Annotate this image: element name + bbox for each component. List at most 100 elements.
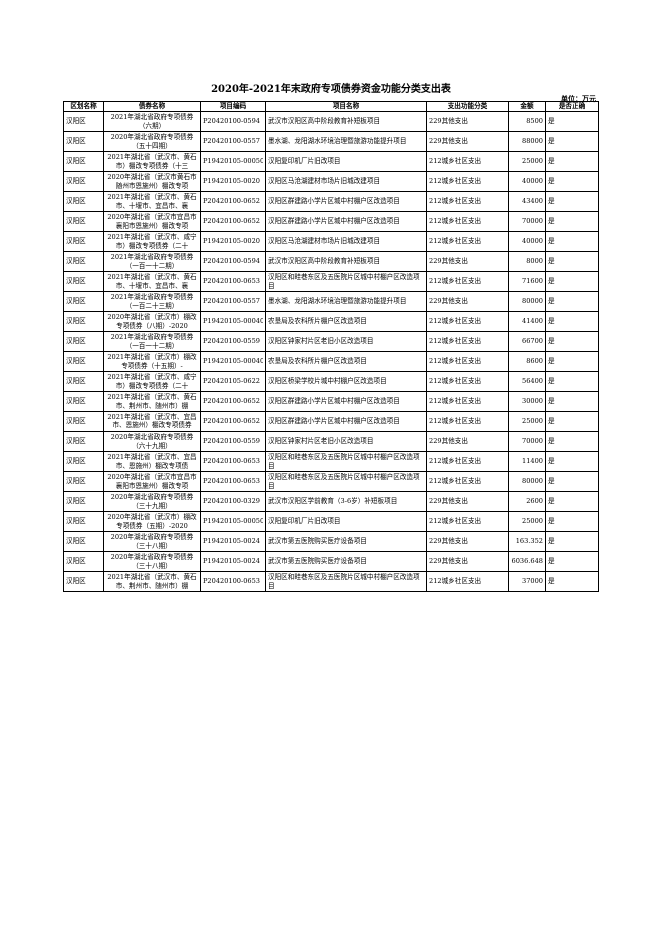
table: 区划名称 债券名称 项目编码 项目名称 支出功能分类 金额 是否正确 汉阳区 2021年湖北省… (63, 101, 599, 592)
cell-text: 229其他支出 (429, 437, 468, 446)
table-row: 汉阳区 2021年湖北省（武汉市、咸宁市）棚改专项债券（二十 P19420105-0… (63, 231, 599, 252)
table-cell: 229其他支出 (426, 431, 509, 452)
table-cell: 汉阳区 (63, 351, 104, 372)
table-cell: 是 (545, 451, 599, 472)
cell-text: 汉阳区钟家村片区老旧小区改造项目 (268, 437, 374, 446)
cell-text: 11400 (522, 457, 543, 466)
cell-text: P19420105-0024 (203, 557, 261, 566)
cell-text: P20420100-0557 (203, 137, 261, 146)
table-row: 汉阳区 2020年湖北省（武汉市宜昌市襄阳市恩施州）棚改专项 P20420100-0… (63, 211, 599, 232)
table-cell: P20420100-0653 (200, 471, 266, 492)
cell-text: 212城乡社区支出 (429, 197, 482, 206)
cell-text: 是 (548, 357, 555, 366)
cell-text: 8600 (526, 357, 543, 366)
table-cell: 是 (545, 491, 599, 512)
cell-text: 是 (548, 237, 555, 246)
cell-text: 2021年湖北省（武汉市、咸宁市）棚改专项债券（二十 (107, 373, 197, 390)
cell-text: 212城乡社区支出 (429, 217, 482, 226)
cell-text: 212城乡社区支出 (429, 157, 482, 166)
table-cell: 229其他支出 (426, 531, 509, 552)
cell-text: 汉阳区 (66, 257, 86, 266)
cell-text: 汉阳区和畦巷东区及五医院片区城中村棚户区改造项目 (268, 573, 420, 590)
table-cell: 是 (545, 411, 599, 432)
table-cell: 212城乡社区支出 (426, 511, 509, 532)
table-cell: P19420105-000501 (200, 151, 266, 172)
cell-text: 25000 (522, 417, 543, 426)
cell-text: 汉阳区和畦巷东区及五医院片区城中村棚户区改造项目 (268, 473, 420, 490)
cell-text: 汉阳区 (66, 557, 86, 566)
cell-text: 2021年湖北省（武汉市）棚改专项债券（十五期）- (107, 353, 197, 370)
cell-text: 汉阳区 (66, 357, 86, 366)
table-cell: 是 (545, 431, 599, 452)
table-cell: 2020年湖北省政府专项债券（六十九期） (103, 431, 201, 452)
table-cell: 汉阳复印机厂片旧改项目 (265, 151, 427, 172)
table-cell: P20420100-0559 (200, 331, 266, 352)
cell-text: 汉阳区 (66, 177, 86, 186)
table-cell: 2600 (508, 491, 546, 512)
cell-text: 农垦局及农科所片棚户区改造项目 (268, 317, 367, 326)
cell-text: 2021年湖北省（武汉市、黄石市、荆州市、随州市）棚 (107, 393, 197, 410)
table-cell: 80000 (508, 471, 546, 492)
table-cell: 农垦局及农科所片棚户区改造项目 (265, 311, 427, 332)
table-cell: 212城乡社区支出 (426, 391, 509, 412)
table-cell: P20420100-0594 (200, 111, 266, 132)
table-cell: 2021年湖北省政府专项债券（一百一十二期） (103, 331, 201, 352)
table-cell: P20420100-0652 (200, 211, 266, 232)
table-cell: P19420105-000401 (200, 311, 266, 332)
cell-text: 汉阳区 (66, 117, 86, 126)
cell-text: 是 (548, 537, 555, 546)
cell-text: 2021年湖北省政府专项债券（一百一十二期） (110, 253, 194, 270)
table-cell: 汉阳区 (63, 451, 104, 472)
cell-text: 25000 (522, 517, 543, 526)
table-row: 汉阳区 2021年湖北省政府专项债券（一百二十三期） P20420100-0557 墨… (63, 291, 599, 312)
table-row: 汉阳区 2021年湖北省（武汉市、宜昌市、恩施州）棚改专项债券（十四 P204201… (63, 411, 599, 432)
cell-text: 农垦局及农科所片棚户区改造项目 (268, 357, 367, 366)
cell-text: 80000 (522, 477, 543, 486)
table-cell: P19420105-0020 (200, 171, 266, 192)
cell-text: 2600 (526, 497, 543, 506)
cell-text: 汉阳区 (66, 417, 86, 426)
cell-text: 212城乡社区支出 (429, 517, 482, 526)
table-cell: 汉阳区 (63, 131, 104, 152)
cell-text: 2021年湖北省（武汉市、黄石市）棚改专项债券（十三 (107, 153, 197, 170)
table-cell: 汉阳区 (63, 371, 104, 392)
table-row: 汉阳区 2021年湖北省（武汉市、黄石市、十堰市、宜昌市、襄 P20420100-0… (63, 191, 599, 212)
table-cell: 212城乡社区支出 (426, 371, 509, 392)
table-cell: 40000 (508, 231, 546, 252)
table-cell: 212城乡社区支出 (426, 451, 509, 472)
table-cell: P19420105-0024 (200, 531, 266, 552)
cell-text: 37000 (522, 577, 543, 586)
table-cell: 汉阳区 (63, 471, 104, 492)
cell-text: 70000 (522, 437, 543, 446)
cell-text: 8500 (526, 117, 543, 126)
cell-text: 汉阳区马沧湖建材市场片旧城改建项目 (268, 237, 381, 246)
table-cell: 70000 (508, 431, 546, 452)
table-cell: 是 (545, 191, 599, 212)
table-cell: 汉阳区群建路小学片区城中村棚户区改造项目 (265, 211, 427, 232)
table-row: 汉阳区 2021年湖北省（武汉市、黄石市、荆州市、随州市）棚 P20420100-0… (63, 571, 599, 592)
cell-text: 2021年湖北省政府专项债券（一百一十二期） (110, 333, 194, 350)
table-cell: 2021年湖北省（武汉市、宜昌市、恩施州）棚改专项债券（十四 (103, 411, 201, 432)
table-cell: 汉阳区 (63, 571, 104, 592)
table-cell: 66700 (508, 331, 546, 352)
table-cell: 212城乡社区支出 (426, 191, 509, 212)
table-cell: 229其他支出 (426, 251, 509, 272)
table-cell: 是 (545, 391, 599, 412)
cell-text: 229其他支出 (429, 537, 468, 546)
table-cell: 是 (545, 251, 599, 272)
cell-text: P19420105-0024 (203, 537, 261, 546)
table-cell: 汉阳区 (63, 231, 104, 252)
table-cell: 2020年湖北省政府专项债券（三十九期） (103, 491, 201, 512)
table-cell: 汉阳区群建路小学片区城中村棚户区改造项目 (265, 191, 427, 212)
header-row: 区划名称 债券名称 项目编码 项目名称 支出功能分类 金额 是否正确 (63, 101, 599, 112)
cell-text: 武汉市第五医院购买医疗设备项目 (268, 557, 367, 566)
cell-text: P19420105-000501 (203, 157, 263, 166)
table-cell: 2021年湖北省（武汉市、黄石市、十堰市、宜昌市、襄 (103, 271, 201, 292)
cell-text: 2020年湖北省（武汉市）棚改专项债券（八期）-2020 (107, 313, 197, 330)
table-cell: 汉阳区和畦巷东区及五医院片区城中村棚户区改造项目 (265, 571, 427, 592)
cell-text: 229其他支出 (429, 257, 468, 266)
cell-text: P20420100-0652 (203, 197, 261, 206)
cell-text: 212城乡社区支出 (429, 577, 482, 586)
cell-text: 墨水湖、龙阳湖水环境治理暨旅游功能提升项目 (268, 297, 407, 306)
